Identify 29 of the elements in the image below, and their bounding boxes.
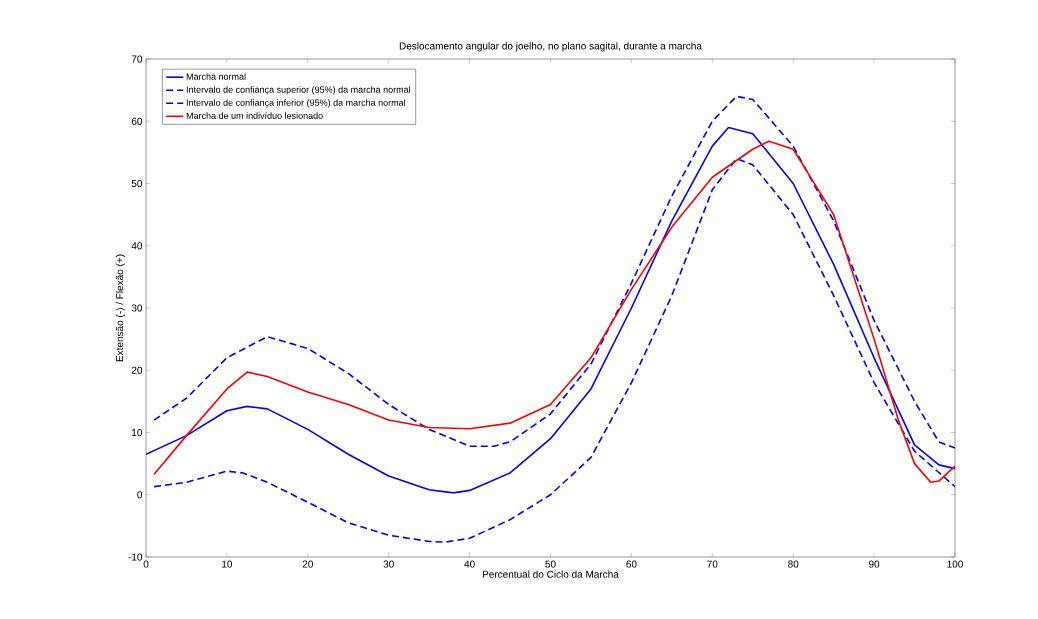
x-tick-label: 10: [222, 560, 233, 568]
legend-label: Marcha normal: [186, 73, 246, 80]
x-tick-label: 20: [302, 560, 313, 568]
legend-label: Intervalo de confiança inferior (95%) da marcha normal: [186, 99, 406, 108]
legend-label: Intervalo de confiança superior (95%) da marcha normal: [186, 86, 411, 95]
chart-title: Deslocamento angular do joelho, no plano sagital, durante a marcha: [399, 42, 702, 52]
y-axis-title: Extensão (-) / Flexão (+): [115, 254, 126, 362]
y-tick-label: -10: [128, 553, 143, 561]
x-tick-label: 0: [143, 560, 149, 568]
y-tick-label: 40: [131, 242, 143, 250]
y-tick-label: 60: [131, 117, 143, 125]
y-tick-label: 0: [137, 491, 143, 499]
x-tick-label: 80: [788, 560, 799, 568]
line-series: [153, 95, 956, 449]
y-tick-label: 70: [131, 55, 143, 63]
y-tick-label: 30: [131, 304, 143, 312]
y-tick-label: 50: [131, 179, 143, 188]
line-series: [153, 157, 956, 543]
legend-label: Marcha de um indivíduo lesionado: [186, 112, 323, 119]
x-axis-title: Percentual do Ciclo da Marcha: [482, 570, 619, 578]
x-tick-label: 60: [626, 560, 637, 568]
x-tick-label: 50: [545, 560, 556, 568]
x-tick-label: 40: [464, 560, 475, 568]
x-tick-label: 100: [947, 560, 963, 568]
x-tick-label: 70: [707, 560, 718, 568]
x-tick-label: 90: [869, 560, 880, 568]
y-tick-label: 10: [132, 428, 143, 437]
y-tick-label: 20: [131, 366, 143, 374]
x-tick-label: 30: [383, 560, 394, 568]
